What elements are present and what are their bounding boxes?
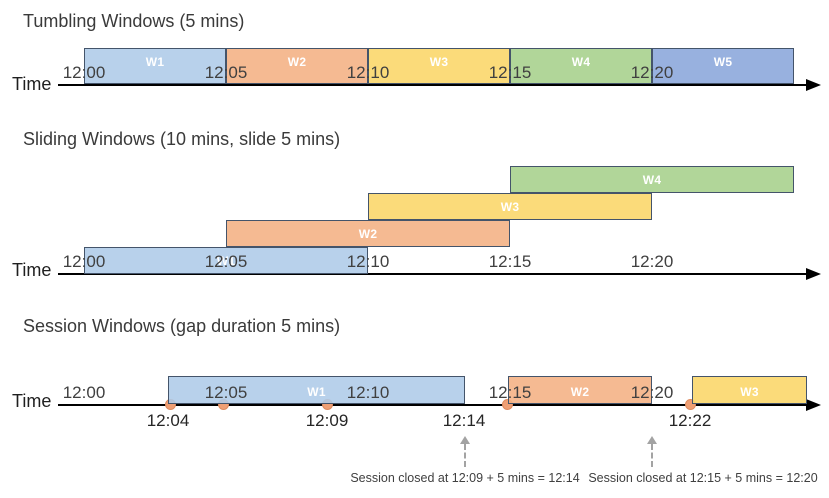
sliding-window-w3: W3 bbox=[368, 193, 652, 220]
event-time-label: 12:09 bbox=[305, 411, 349, 430]
tick-label: 12:15 bbox=[488, 63, 532, 82]
session-timeline-arrow-icon bbox=[806, 399, 821, 411]
sliding-timeline bbox=[58, 273, 808, 275]
tumbling-window-w1: W1 bbox=[84, 48, 226, 84]
window-label: W3 bbox=[429, 55, 449, 69]
window-label: W3 bbox=[500, 199, 520, 214]
annotation-text: Session closed at 12:15 + 5 mins = 12:20 bbox=[588, 471, 818, 485]
session-window-w1: W1 bbox=[168, 376, 465, 404]
annotation-arrow-line bbox=[651, 444, 653, 467]
sliding-window-w2: W2 bbox=[226, 220, 510, 247]
session-time-axis-label: Time bbox=[12, 391, 52, 411]
event-dot bbox=[502, 399, 513, 410]
tumbling-time-axis-label: Time bbox=[12, 74, 52, 94]
annotation-arrow-icon bbox=[647, 436, 657, 444]
tick-label: 12:05 bbox=[204, 383, 248, 402]
tumbling-timeline bbox=[58, 84, 808, 86]
window-label: W1 bbox=[307, 385, 326, 399]
session-title: Session Windows (gap duration 5 mins) bbox=[23, 316, 341, 336]
sliding-title: Sliding Windows (10 mins, slide 5 mins) bbox=[23, 129, 341, 149]
tumbling-window-w2: W2 bbox=[226, 48, 368, 84]
tumbling-window-w3: W3 bbox=[368, 48, 510, 84]
window-label: W3 bbox=[740, 385, 759, 399]
annotation-text: Session closed at 12:09 + 5 mins = 12:14 bbox=[350, 471, 580, 485]
tick-label: 12:15 bbox=[488, 252, 532, 271]
tick-label: 12:10 bbox=[346, 383, 390, 402]
sliding-time-axis-label: Time bbox=[12, 260, 52, 280]
tick-label: 12:15 bbox=[488, 383, 532, 402]
event-time-label: 12:22 bbox=[668, 411, 712, 430]
tumbling-title: Tumbling Windows (5 mins) bbox=[23, 11, 245, 31]
window-label: W1 bbox=[216, 253, 236, 268]
tick-label: 12:00 bbox=[62, 383, 106, 402]
window-label: W4 bbox=[642, 172, 662, 187]
tumbling-timeline-arrow-icon bbox=[806, 79, 821, 91]
event-time-label: 12:04 bbox=[146, 411, 190, 430]
annotation-arrow-icon bbox=[460, 436, 470, 444]
tumbling-window-w4: W4 bbox=[510, 48, 652, 84]
window-label: W2 bbox=[570, 385, 590, 399]
session-timeline bbox=[58, 404, 808, 406]
window-label: W1 bbox=[145, 55, 165, 69]
event-time-label: 12:14 bbox=[442, 411, 486, 430]
tick-label: 12:10 bbox=[346, 252, 390, 271]
session-window-w2: W2 bbox=[508, 376, 652, 404]
annotation-arrow-line bbox=[464, 444, 466, 467]
sliding-window-w1: W1 bbox=[84, 247, 368, 274]
tick-label: 12:20 bbox=[630, 383, 674, 402]
sliding-timeline-arrow-icon bbox=[806, 268, 821, 280]
sliding-window-w4: W4 bbox=[510, 166, 794, 193]
tick-label: 12:20 bbox=[630, 252, 674, 271]
tick-label: 12:20 bbox=[630, 63, 674, 82]
window-label: W2 bbox=[287, 55, 307, 69]
tumbling-window-w5: W5 bbox=[652, 48, 794, 84]
session-window-w3: W3 bbox=[692, 376, 807, 404]
tick-label: 12:00 bbox=[62, 63, 106, 82]
tick-label: 12:10 bbox=[346, 63, 390, 82]
event-dot bbox=[685, 399, 696, 410]
tick-label: 12:00 bbox=[62, 252, 106, 271]
tick-label: 12:05 bbox=[204, 252, 248, 271]
window-label: W5 bbox=[713, 55, 733, 69]
window-label: W2 bbox=[358, 226, 378, 241]
window-label: W4 bbox=[571, 55, 591, 69]
tick-label: 12:05 bbox=[204, 63, 248, 82]
